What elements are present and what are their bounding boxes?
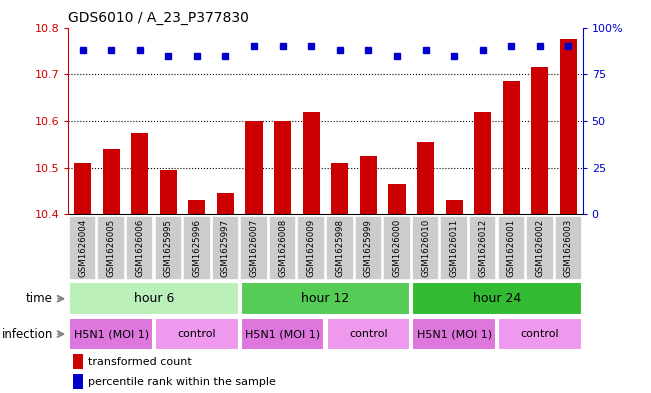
Text: GSM1626006: GSM1626006 [135,219,145,277]
Text: control: control [349,329,387,339]
Bar [360,156,377,214]
FancyBboxPatch shape [98,215,125,280]
Text: GSM1626008: GSM1626008 [278,219,287,277]
Text: GSM1626004: GSM1626004 [78,219,87,277]
Text: GSM1626005: GSM1626005 [107,219,116,277]
FancyBboxPatch shape [241,318,324,350]
Text: time: time [26,292,53,305]
Text: H5N1 (MOI 1): H5N1 (MOI 1) [245,329,320,339]
FancyBboxPatch shape [440,215,468,280]
FancyBboxPatch shape [469,215,496,280]
Text: H5N1 (MOI 1): H5N1 (MOI 1) [417,329,492,339]
Bar [74,163,91,214]
Bar [132,132,148,214]
FancyBboxPatch shape [240,215,268,280]
FancyBboxPatch shape [70,318,153,350]
Bar [159,170,177,214]
FancyBboxPatch shape [412,283,581,315]
FancyBboxPatch shape [183,215,211,280]
Text: GSM1626002: GSM1626002 [535,219,544,277]
Bar [74,354,83,369]
FancyBboxPatch shape [269,215,296,280]
Bar [245,121,262,214]
FancyBboxPatch shape [355,215,382,280]
FancyBboxPatch shape [212,215,239,280]
FancyBboxPatch shape [241,283,410,315]
FancyBboxPatch shape [70,283,239,315]
Text: hour 24: hour 24 [473,292,521,305]
Text: GSM1626003: GSM1626003 [564,219,573,277]
Bar [188,200,206,214]
Text: GSM1625998: GSM1625998 [335,219,344,277]
Text: transformed count: transformed count [88,357,191,367]
FancyBboxPatch shape [498,318,581,350]
Bar [331,163,348,214]
Bar [103,149,120,214]
FancyBboxPatch shape [69,215,96,280]
Bar [503,81,519,214]
Text: GSM1625997: GSM1625997 [221,219,230,277]
Bar [417,142,434,214]
Text: GSM1625995: GSM1625995 [164,219,173,277]
Text: hour 12: hour 12 [301,292,350,305]
FancyBboxPatch shape [412,318,496,350]
FancyBboxPatch shape [326,215,353,280]
Bar [217,193,234,214]
Text: GSM1625996: GSM1625996 [193,219,201,277]
Bar [303,112,320,214]
Bar [74,374,83,389]
Text: GSM1626001: GSM1626001 [506,219,516,277]
FancyBboxPatch shape [298,215,325,280]
Bar [389,184,406,214]
Text: GSM1626000: GSM1626000 [393,219,402,277]
Text: GSM1626012: GSM1626012 [478,219,487,277]
Text: GSM1626007: GSM1626007 [249,219,258,277]
FancyBboxPatch shape [383,215,411,280]
Text: percentile rank within the sample: percentile rank within the sample [88,376,276,387]
FancyBboxPatch shape [412,215,439,280]
FancyBboxPatch shape [155,318,239,350]
Text: control: control [521,329,559,339]
Text: H5N1 (MOI 1): H5N1 (MOI 1) [74,329,149,339]
Bar [474,112,492,214]
Bar [445,200,463,214]
Text: GSM1626010: GSM1626010 [421,219,430,277]
Text: GSM1626009: GSM1626009 [307,219,316,277]
Text: GDS6010 / A_23_P377830: GDS6010 / A_23_P377830 [68,11,249,25]
Text: GSM1626011: GSM1626011 [450,219,458,277]
Bar [531,67,548,214]
FancyBboxPatch shape [555,215,582,280]
FancyBboxPatch shape [497,215,525,280]
Text: control: control [178,329,216,339]
Text: infection: infection [1,327,53,341]
FancyBboxPatch shape [526,215,553,280]
Text: GSM1625999: GSM1625999 [364,219,373,277]
Bar [274,121,291,214]
Text: hour 6: hour 6 [134,292,174,305]
FancyBboxPatch shape [155,215,182,280]
Bar [560,39,577,214]
FancyBboxPatch shape [126,215,154,280]
FancyBboxPatch shape [327,318,410,350]
